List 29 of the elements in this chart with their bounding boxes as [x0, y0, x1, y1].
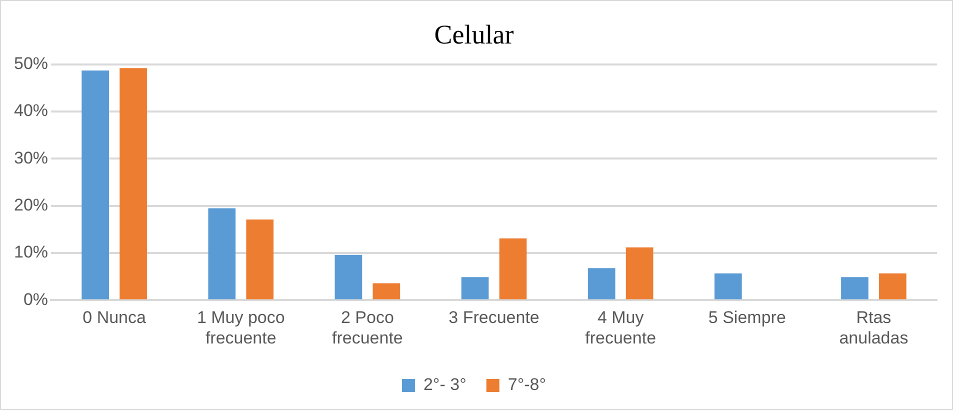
legend-label: 2°- 3° — [423, 375, 466, 394]
bar — [714, 273, 742, 300]
x-tick-label: 5 Siempre — [708, 308, 786, 328]
bar — [879, 273, 906, 300]
x-tick-label: 1 Muy poco frecuente — [196, 308, 285, 348]
x-tick-label: 0 Nunca — [82, 308, 147, 328]
y-tick-label: 40% — [14, 101, 48, 120]
bar — [626, 247, 654, 300]
y-tick-label: 20% — [14, 196, 48, 215]
y-tick-label: 50% — [14, 54, 48, 74]
y-tick-label: 30% — [14, 148, 48, 168]
x-tick-label: 4 Muy frecuente — [585, 308, 656, 348]
bar — [208, 208, 236, 300]
x-tick-label: 3 Frecuente — [448, 308, 540, 328]
x-tick-label: 2 Poco frecuente — [332, 308, 403, 348]
bar — [461, 277, 489, 300]
bar — [588, 268, 616, 300]
y-tick-label: 10% — [14, 242, 48, 262]
y-tick-label: 0% — [23, 290, 48, 309]
bar — [120, 68, 147, 300]
x-tick-label: Rtas anuladas — [839, 308, 908, 348]
bar — [499, 238, 527, 300]
bar — [841, 277, 868, 300]
bar — [334, 254, 362, 300]
legend-label: 7°-8° — [508, 375, 546, 394]
chart-title: Celular — [434, 19, 514, 50]
bar — [246, 220, 274, 300]
bar — [82, 70, 109, 300]
bar — [372, 283, 400, 300]
